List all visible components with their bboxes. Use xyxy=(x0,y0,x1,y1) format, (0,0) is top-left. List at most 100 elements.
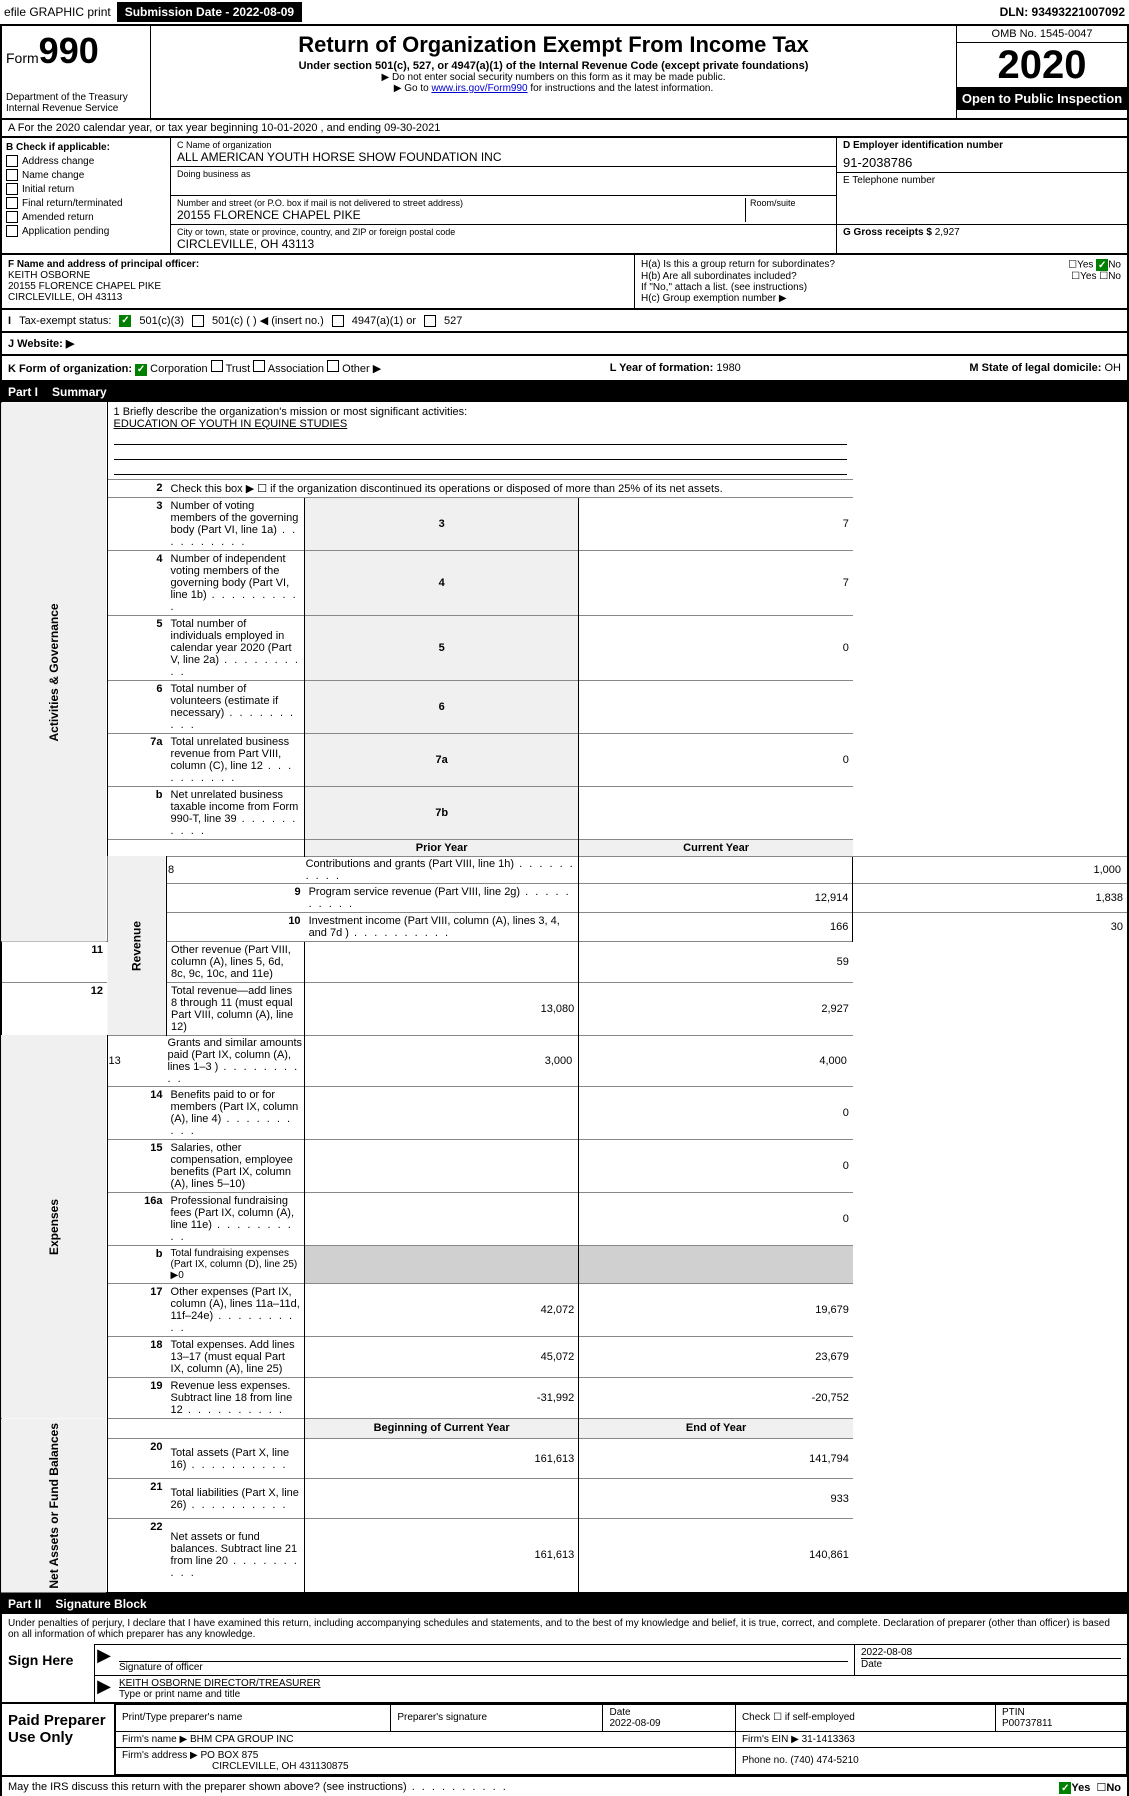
discuss-text: May the IRS discuss this return with the… xyxy=(8,1781,508,1795)
chk-address-change[interactable]: Address change xyxy=(6,155,166,167)
irs-link[interactable]: www.irs.gov/Form990 xyxy=(431,83,527,94)
vert-label-netassets: Net Assets or Fund Balances xyxy=(1,1418,107,1593)
line-desc: Total liabilities (Part X, line 26) xyxy=(167,1479,305,1519)
line-4: 4 Number of independent voting members o… xyxy=(1,550,1128,615)
chk-final-return[interactable]: Final return/terminated xyxy=(6,197,166,209)
line-box: 5 xyxy=(305,615,579,680)
status-501c3: 501(c)(3) xyxy=(139,315,184,327)
form-number: Form990 xyxy=(6,30,146,72)
line-num: 20 xyxy=(107,1439,166,1479)
name-label: Type or print name and title xyxy=(119,1689,1121,1700)
date-label: Date xyxy=(861,1658,1121,1670)
line-box: 4 xyxy=(305,550,579,615)
line-num: 19 xyxy=(107,1377,166,1418)
line-22: 22Net assets or fund balances. Subtract … xyxy=(1,1519,1128,1593)
phone-label: Phone no. xyxy=(742,1755,788,1766)
vert-label-governance: Activities & Governance xyxy=(1,402,107,942)
line-num: 8 xyxy=(167,856,305,883)
discuss-answer: ✓Yes ☐No xyxy=(1059,1781,1121,1795)
addr-label: Number and street (or P.O. box if mail i… xyxy=(177,198,745,208)
current-year-header: Current Year xyxy=(579,839,853,856)
line-desc: Grants and similar amounts paid (Part IX… xyxy=(167,1035,305,1086)
current-val: 0 xyxy=(579,1192,853,1245)
part1-title: Summary xyxy=(52,385,107,399)
gross-receipts-value: 2,927 xyxy=(935,227,960,238)
col-d-right: D Employer identification number 91-2038… xyxy=(837,138,1127,253)
ptin-value: P00737811 xyxy=(1002,1718,1052,1729)
officer-addr1: 20155 FLORENCE CHAPEL PIKE xyxy=(8,281,628,292)
chk-initial-return[interactable]: Initial return xyxy=(6,183,166,195)
hb-answer: ☐Yes ☐No xyxy=(1071,271,1121,282)
form-note1: ▶ Do not enter social security numbers o… xyxy=(155,72,952,83)
open-public-badge: Open to Public Inspection xyxy=(957,87,1127,110)
prior-val: -31,992 xyxy=(305,1377,579,1418)
dba-label: Doing business as xyxy=(177,169,830,179)
website-label: J Website: ▶ xyxy=(8,337,74,350)
line-desc: Total revenue—add lines 8 through 11 (mu… xyxy=(167,982,305,1035)
org-name-label: C Name of organization xyxy=(177,140,830,150)
chk-application-pending[interactable]: Application pending xyxy=(6,225,166,237)
m-value: OH xyxy=(1104,362,1121,374)
checkbox-icon xyxy=(6,197,18,209)
check-icon: ✓ xyxy=(135,364,147,376)
officer-print-name: KEITH OSBORNE DIRECTOR/TREASURER xyxy=(119,1678,1121,1689)
line-3: 3 Number of voting members of the govern… xyxy=(1,497,1128,550)
officer-name-cell: KEITH OSBORNE DIRECTOR/TREASURER Type or… xyxy=(113,1676,1127,1702)
prior-val: 161,613 xyxy=(305,1439,579,1479)
sig-label: Signature of officer xyxy=(119,1661,848,1673)
perjury-text: Under penalties of perjury, I declare th… xyxy=(2,1614,1127,1644)
street-address: 20155 FLORENCE CHAPEL PIKE xyxy=(177,208,745,222)
checkbox-icon xyxy=(332,315,344,327)
chk-label: Final return/terminated xyxy=(22,198,123,209)
line-19: 19Revenue less expenses. Subtract line 1… xyxy=(1,1377,1128,1418)
l-label: L Year of formation: xyxy=(610,362,714,374)
current-val: 23,679 xyxy=(579,1336,853,1377)
officer-name: KEITH OSBORNE xyxy=(8,270,628,281)
sign-here-label: Sign Here xyxy=(2,1644,95,1702)
chk-amended-return[interactable]: Amended return xyxy=(6,211,166,223)
yes-label: Yes xyxy=(1071,1782,1090,1794)
prior-val: 12,914 xyxy=(579,883,853,912)
date-label: Date xyxy=(609,1707,630,1718)
line-14: 14Benefits paid to or for members (Part … xyxy=(1,1086,1128,1139)
chk-name-change[interactable]: Name change xyxy=(6,169,166,181)
phone-value: (740) 474-5210 xyxy=(790,1755,858,1766)
line-desc: Contributions and grants (Part VIII, lin… xyxy=(305,856,579,883)
signature-block: Under penalties of perjury, I declare th… xyxy=(0,1614,1129,1704)
part2-title: Signature Block xyxy=(55,1597,146,1611)
end-year-header: End of Year xyxy=(579,1418,853,1439)
box-b: B Check if applicable: Address change Na… xyxy=(2,138,171,253)
current-val: 2,927 xyxy=(579,982,853,1035)
prep-self-emp: Check ☐ if self-employed xyxy=(735,1704,995,1731)
line-box: 3 xyxy=(305,497,579,550)
ha-answer: ☐Yes ✓No xyxy=(1068,259,1121,271)
line-7b: b Net unrelated business taxable income … xyxy=(1,786,1128,839)
hc-label: H(c) Group exemption number ▶ xyxy=(641,293,1121,304)
prior-year-header: Prior Year xyxy=(305,839,579,856)
phone-row: E Telephone number xyxy=(837,173,1127,225)
preparer-table: Print/Type preparer's name Preparer's si… xyxy=(115,1704,1127,1775)
line-num: 2 xyxy=(107,479,166,497)
prep-h2: Preparer's signature xyxy=(391,1704,603,1731)
firm-phone-cell: Phone no. (740) 474-5210 xyxy=(735,1747,1126,1774)
website-row: J Website: ▶ xyxy=(0,333,1129,356)
col-header-row: Prior Year Current Year xyxy=(1,839,1128,856)
line-num: 21 xyxy=(107,1479,166,1519)
line-desc: Other expenses (Part IX, column (A), lin… xyxy=(167,1283,305,1336)
line-21: 21Total liabilities (Part X, line 26)933 xyxy=(1,1479,1128,1519)
city-state-zip: CIRCLEVILLE, OH 43113 xyxy=(177,237,830,251)
ein-value: 31-1413363 xyxy=(802,1734,855,1745)
line-desc: Total number of volunteers (estimate if … xyxy=(167,680,305,733)
k-other: Other ▶ xyxy=(342,363,381,375)
officer-signature: Signature of officer xyxy=(113,1645,854,1675)
line-9: 9Program service revenue (Part VIII, lin… xyxy=(1,883,1128,912)
form-990-page: efile GRAPHIC print Submission Date - 20… xyxy=(0,0,1129,1796)
org-name-row: C Name of organization ALL AMERICAN YOUT… xyxy=(171,138,836,167)
line-num: 3 xyxy=(107,497,166,550)
box-f: F Name and address of principal officer:… xyxy=(2,255,635,308)
current-val: 1,838 xyxy=(853,883,1128,912)
omb-number: OMB No. 1545-0047 xyxy=(957,26,1127,43)
prior-val xyxy=(305,1192,579,1245)
prior-val-shaded xyxy=(305,1245,579,1283)
line-desc: Revenue less expenses. Subtract line 18 … xyxy=(167,1377,305,1418)
